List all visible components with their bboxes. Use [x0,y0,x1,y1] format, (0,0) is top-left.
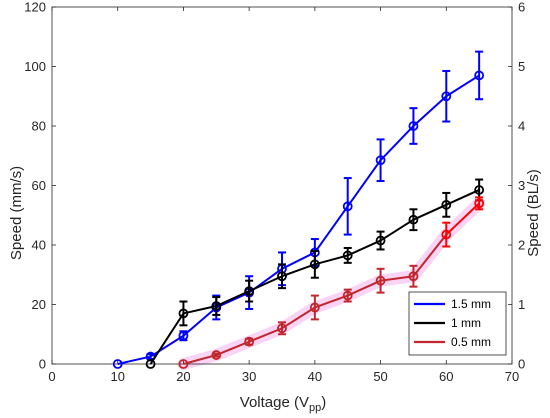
y-axis-title-right: Speed (BL/s) [525,169,542,257]
data-point [244,336,255,347]
x-tick-label: 40 [308,369,322,384]
y-tick-label-left: 40 [32,238,46,253]
series-line-segment [314,254,348,266]
series-line-segment [380,218,414,242]
y-tick-label-right: 3 [518,178,525,193]
series-line-segment [117,355,151,365]
x-tick-label: 30 [242,369,256,384]
y-tick-label-left: 80 [32,119,46,134]
data-point [375,155,386,166]
y-tick-label-left: 100 [24,59,46,74]
series-line-segment [314,205,349,254]
data-point [309,302,320,313]
series-line-segment [215,290,250,307]
series-line-segment [150,334,184,358]
series-line-segment [281,263,316,278]
data-point [342,201,353,212]
y-tick-label-left: 60 [32,178,46,193]
data-point [178,308,189,319]
data-point [211,301,222,311]
y-tick-label-left: 0 [39,357,46,372]
data-point [112,359,123,369]
y-tick-label-right: 1 [518,297,525,312]
y-tick-label-right: 6 [518,0,525,15]
data-point [441,229,452,240]
y-tick-label-right: 0 [518,357,525,372]
legend-label: 0.5 mm [451,335,491,349]
series-line-segment [380,275,414,282]
x-axis-title-close: ) [321,394,326,411]
x-axis-title-subscript: pp [309,402,321,414]
data-point [244,286,255,297]
data-point [408,214,419,225]
y-axis-title-left: Speed (mm/s) [8,166,25,260]
data-point [342,250,353,261]
series-line-segment [248,327,283,343]
data-point [441,91,452,102]
series-line-segment [215,291,250,309]
series-line-segment [182,306,217,337]
data-point [178,359,189,369]
series-line-segment [346,159,382,207]
series-line-segment [445,202,480,236]
data-point [309,259,320,270]
series-line-segment [183,305,217,315]
data-point [408,121,419,131]
data-point [375,235,386,246]
data-point [277,323,287,334]
legend-label: 1 mm [451,316,481,330]
data-point [375,275,386,286]
legend-label: 1.5 mm [451,297,491,311]
x-tick-label: 20 [176,369,190,384]
series-0_5mm [178,196,485,369]
x-tick-label: 10 [110,369,124,384]
series-line-segment [215,340,250,357]
data-point [211,350,222,360]
series-line-segment [347,279,381,297]
series-1mm [145,178,485,369]
series-line-segment [314,294,349,309]
series-line-segment [281,306,316,330]
series-line-segment [281,251,316,270]
series-line-segment [347,239,381,257]
series-line-segment [183,354,217,365]
series-line-segment [412,233,448,277]
x-tick-label: 60 [439,369,453,384]
y-tick-label-right: 5 [518,59,525,74]
data-point [145,359,156,369]
data-point [342,290,353,301]
series-line-segment [248,275,283,293]
y-tick-label-left: 120 [24,0,46,15]
series-line-segment [445,189,480,206]
data-point [408,271,419,282]
y-tick-label-left: 20 [32,297,46,312]
series-line-segment [379,125,415,161]
data-point [474,70,485,81]
x-tick-label: 70 [505,369,519,384]
x-axis-title-main: Voltage (V [240,394,309,411]
data-point [441,199,452,210]
data-point [277,271,287,282]
legend: 1.5 mm 1 mm 0.5 mm [408,291,507,356]
data-point [474,185,485,195]
y-tick-label-right: 2 [518,238,525,253]
x-tick-label: 50 [373,369,387,384]
data-point [178,330,189,341]
x-tick-label: 0 [48,369,55,384]
x-axis-title: Voltage (Vpp) [240,394,326,414]
series-layer [112,50,485,369]
data-point [474,198,485,209]
series-line-segment [445,74,480,98]
series-line-segment [149,312,185,365]
series-line-segment [413,203,447,221]
series-line-segment [412,95,447,127]
y-tick-label-right: 4 [518,119,525,134]
